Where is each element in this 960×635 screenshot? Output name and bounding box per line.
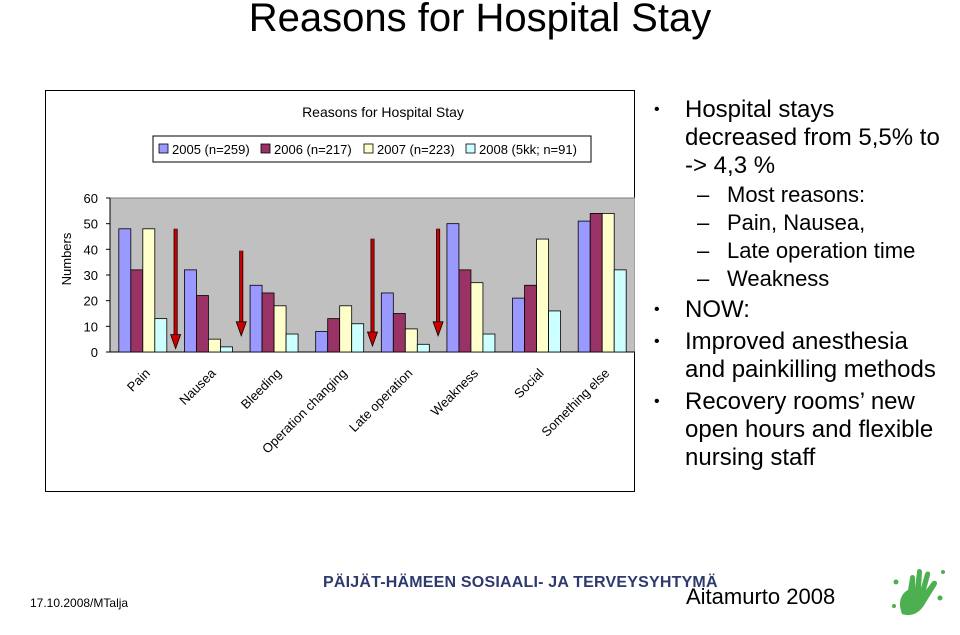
bar-pain-0: [118, 228, 132, 353]
bar-bleeding-2: [273, 305, 287, 353]
bar-weakness-0: [446, 223, 460, 353]
bullet-item: – Pain, Nausea,: [652, 210, 952, 236]
y-tick-label: 20: [84, 294, 98, 309]
bullet-item: • NOW:: [652, 296, 952, 324]
legend-label: 2006 (n=217): [274, 142, 352, 157]
legend-swatch: [260, 143, 271, 154]
x-category-label: Weakness: [428, 365, 482, 419]
bullet-list: • Hospital stays decreased from 5,5% to -…: [652, 96, 952, 472]
bar-bleeding-0: [249, 284, 263, 353]
y-tick-label: 50: [84, 217, 98, 232]
bar-weakness-2: [470, 282, 484, 353]
y-tick-label: 0: [91, 345, 98, 360]
bar-social-2: [536, 238, 549, 353]
bar-bleeding-1: [261, 292, 275, 353]
bar-something-else-3: [613, 269, 627, 353]
bullet-dot-icon: •: [654, 393, 660, 410]
green-handprint-logo-icon: [892, 569, 945, 616]
bar-social-0: [512, 297, 525, 353]
y-axis-label: Numbers: [59, 232, 74, 285]
y-tick-label: 40: [84, 242, 98, 257]
bar-weakness-3: [482, 333, 496, 353]
bar-something-else-1: [589, 213, 603, 353]
x-category-label: Social: [511, 365, 547, 401]
bullet-text: Weakness: [727, 266, 830, 291]
bullet-text: Most reasons:: [727, 182, 866, 207]
bar-nausea-2: [208, 338, 221, 353]
bar-bleeding-3: [285, 333, 299, 353]
footer-organization: PÄIJÄT-HÄMEEN SOSIAALI- JA TERVEYSYHTYMÄ: [323, 574, 718, 591]
bullet-dash-icon: –: [697, 210, 710, 235]
bar-late-operation-3: [416, 343, 430, 353]
bullet-text: Pain, Nausea,: [727, 210, 866, 235]
legend-swatch: [363, 143, 374, 154]
bar-weakness-1: [458, 269, 472, 353]
arrow-head-icon: [432, 321, 444, 337]
bullet-dash-icon: –: [697, 238, 710, 263]
bullet-item: – Weakness: [652, 266, 952, 292]
legend-label: 2005 (n=259): [172, 142, 250, 157]
bullet-dot-icon: •: [654, 333, 660, 350]
bar-nausea-3: [220, 346, 233, 353]
bullet-text: Recovery rooms’ new open hours and flexi…: [685, 388, 934, 471]
bullet-item: • Hospital stays decreased from 5,5% to -…: [652, 96, 952, 180]
bullet-item: • Recovery rooms’ new open hours and flex…: [652, 388, 952, 472]
page-title: Reasons for Hospital Stay: [248, 0, 712, 40]
bullet-text: Late operation time: [727, 238, 916, 263]
bar-late-operation-2: [404, 328, 418, 353]
bar-operation-changing-2: [339, 305, 353, 353]
bar-pain-2: [142, 228, 156, 353]
x-category-label: Late operation: [346, 366, 415, 435]
bar-nausea-1: [196, 295, 209, 353]
arrow-head-icon: [366, 331, 379, 348]
bar-nausea-0: [184, 269, 197, 353]
x-category-label: Bleeding: [238, 366, 284, 412]
bar-late-operation-0: [380, 292, 394, 353]
bar-operation-changing-1: [327, 318, 341, 353]
legend-label: 2008 (5kk; n=91): [479, 142, 577, 157]
x-category-label: Pain: [124, 366, 153, 395]
bullet-item: – Late operation time: [652, 238, 952, 264]
x-category-label: Nausea: [176, 365, 219, 408]
bar-late-operation-1: [392, 313, 406, 353]
bar-pain-3: [154, 318, 168, 353]
bullet-dash-icon: –: [697, 182, 710, 207]
footer-date: 17.10.2008/MTalja: [30, 596, 129, 610]
y-tick-label: 60: [84, 191, 98, 206]
bullet-item: – Most reasons:: [652, 182, 952, 208]
bar-pain-1: [130, 269, 144, 353]
legend-label: 2007 (n=223): [377, 142, 455, 157]
legend-swatch: [465, 143, 476, 154]
bar-operation-changing-0: [315, 331, 329, 353]
bar-social-3: [548, 310, 561, 353]
x-category-label: Something else: [538, 366, 612, 440]
bullet-item: • Improved anesthesia and painkilling met…: [652, 328, 952, 384]
bullet-dot-icon: •: [654, 101, 660, 118]
y-tick-label: 10: [84, 319, 98, 334]
bar-operation-changing-3: [351, 323, 365, 353]
bullet-dash-icon: –: [697, 266, 710, 291]
bullet-text: Improved anesthesia and painkilling meth…: [685, 328, 936, 383]
y-tick-label: 30: [84, 268, 98, 283]
bar-social-1: [524, 284, 537, 353]
bar-something-else-2: [601, 213, 615, 353]
footer-author: Aitamurto 2008: [686, 584, 836, 609]
chart-title: Reasons for Hospital Stay: [302, 104, 464, 120]
bullet-dot-icon: •: [654, 301, 660, 318]
arrow-head-icon: [235, 321, 247, 337]
bullet-text: Hospital stays decreased from 5,5% to ->…: [685, 96, 940, 179]
arrow-head-icon: [170, 334, 182, 350]
legend-swatch: [158, 143, 169, 154]
bar-something-else-0: [577, 220, 591, 353]
bullet-text: NOW:: [685, 296, 750, 323]
bar-chart: 0 10 20 30 40 50 60 Numbers Reasons for Hospital…: [59, 104, 635, 456]
